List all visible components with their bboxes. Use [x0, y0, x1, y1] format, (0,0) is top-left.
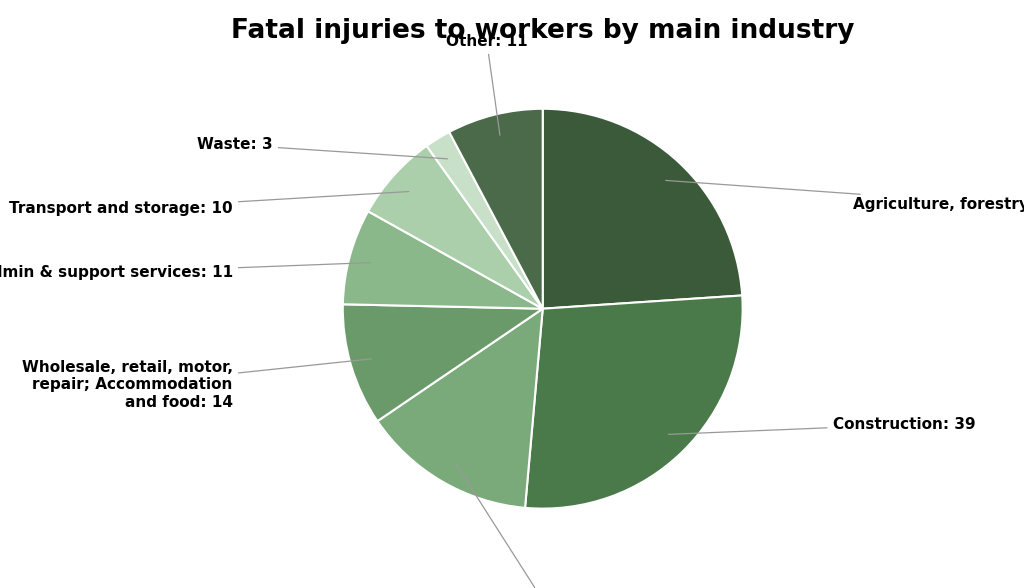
Text: Manufacturing: 20: Manufacturing: 20 [455, 463, 622, 588]
Wedge shape [450, 109, 543, 309]
Wedge shape [525, 295, 742, 509]
Wedge shape [343, 304, 543, 421]
Text: Agriculture, forestry and fishing: 34: Agriculture, forestry and fishing: 34 [666, 181, 1024, 212]
Text: Admin & support services: 11: Admin & support services: 11 [0, 263, 371, 280]
Text: Waste: 3: Waste: 3 [198, 137, 447, 159]
Text: Transport and storage: 10: Transport and storage: 10 [9, 192, 409, 216]
Text: Wholesale, retail, motor,
repair; Accommodation
and food: 14: Wholesale, retail, motor, repair; Accomm… [22, 359, 372, 410]
Title: Fatal injuries to workers by main industry: Fatal injuries to workers by main indust… [231, 18, 854, 44]
Wedge shape [343, 211, 543, 309]
Wedge shape [378, 309, 543, 508]
Text: Construction: 39: Construction: 39 [669, 417, 975, 435]
Wedge shape [369, 146, 543, 309]
Text: Other: 11: Other: 11 [445, 34, 527, 135]
Wedge shape [427, 132, 543, 309]
Wedge shape [543, 109, 742, 309]
